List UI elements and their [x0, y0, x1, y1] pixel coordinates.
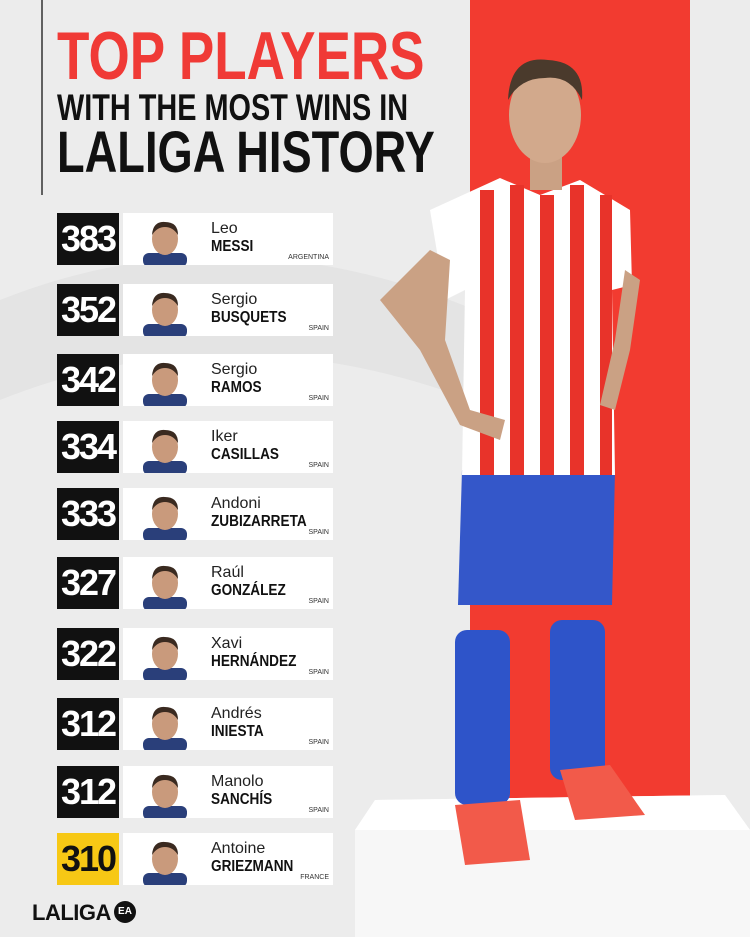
- country: SPAIN: [308, 395, 330, 402]
- country: ARGENTINA: [288, 254, 329, 261]
- first-name: Sergio: [211, 291, 258, 308]
- last-name: MESSI: [211, 238, 254, 255]
- first-name: Iker: [211, 428, 238, 445]
- first-name: Andrés: [211, 705, 262, 722]
- title-line: LALIGA HISTORY: [57, 124, 541, 182]
- first-name: Andoni: [211, 495, 261, 512]
- country: SPAIN: [308, 598, 330, 605]
- title-line: TOP PLAYERS: [57, 22, 528, 90]
- wins: 322: [57, 628, 119, 680]
- player-photo: [137, 288, 193, 336]
- player-photo: [137, 217, 193, 265]
- country: SPAIN: [308, 739, 330, 746]
- player-card: SPAIN: [123, 557, 333, 609]
- country: SPAIN: [308, 669, 330, 676]
- wins: 352: [57, 284, 119, 336]
- player-card: SPAIN: [123, 698, 333, 750]
- country: SPAIN: [308, 807, 330, 814]
- last-name: ZUBIZARRETA: [211, 513, 307, 530]
- last-name: HERNÁNDEZ: [211, 653, 297, 670]
- first-name: Leo: [211, 220, 238, 237]
- last-name: GONZÁLEZ: [211, 582, 286, 599]
- player-card: SPAIN: [123, 284, 333, 336]
- player-card: ARGENTINA: [123, 213, 333, 265]
- first-name: Xavi: [211, 635, 243, 652]
- footer-badge: EA: [114, 901, 136, 923]
- wins: 333: [57, 488, 119, 540]
- wins: 310: [57, 833, 119, 885]
- country: SPAIN: [308, 462, 330, 469]
- title-line: WITH THE MOST WINS IN: [57, 88, 507, 128]
- first-name: Manolo: [211, 773, 264, 790]
- wins: 383: [57, 213, 119, 265]
- last-name: RAMOS: [211, 379, 262, 396]
- player-row: 342 SPAIN Sergio RAMOS: [57, 354, 337, 406]
- country: SPAIN: [308, 529, 330, 536]
- player-figure: [380, 59, 645, 865]
- player-row: 312 SPAIN Manolo SANCHÍS: [57, 766, 337, 818]
- player-row: 383 ARGENTINA Leo MESSI: [57, 213, 337, 265]
- player-card: SPAIN: [123, 421, 333, 473]
- title-text: LALIGA HISTORY: [57, 120, 435, 185]
- country: SPAIN: [308, 325, 330, 332]
- wins: 327: [57, 557, 119, 609]
- player-row: 327 SPAIN Raúl GONZÁLEZ: [57, 557, 337, 609]
- player-card: FRANCE: [123, 833, 333, 885]
- player-row: 333 SPAIN Andoni ZUBIZARRETA: [57, 488, 337, 540]
- footer-logo: LALIGA: [32, 900, 111, 925]
- player-photo: [137, 561, 193, 609]
- player-photo: [137, 492, 193, 540]
- player-card: SPAIN: [123, 488, 333, 540]
- player-row: 322 SPAIN Xavi HERNÁNDEZ: [57, 628, 337, 680]
- last-name: INIESTA: [211, 723, 264, 740]
- country: FRANCE: [300, 874, 329, 881]
- player-row: 334 SPAIN Iker CASILLAS: [57, 421, 337, 473]
- last-name: SANCHÍS: [211, 791, 273, 808]
- wins: 334: [57, 421, 119, 473]
- player-card: SPAIN: [123, 354, 333, 406]
- first-name: Sergio: [211, 361, 258, 378]
- player-photo: [137, 770, 193, 818]
- last-name: BUSQUETS: [211, 309, 287, 326]
- player-photo: [137, 837, 193, 885]
- first-name: Antoine: [211, 840, 266, 857]
- title-text: TOP PLAYERS: [57, 18, 425, 94]
- last-name: GRIEZMANN: [211, 858, 294, 875]
- wins: 342: [57, 354, 119, 406]
- player-row: 352 SPAIN Sergio BUSQUETS: [57, 284, 337, 336]
- player-photo: [137, 358, 193, 406]
- player-photo: [137, 702, 193, 750]
- wins: 312: [57, 698, 119, 750]
- player-row: 310 FRANCE Antoine GRIEZMANN: [57, 833, 337, 885]
- title-text: WITH THE MOST WINS IN: [57, 87, 409, 128]
- last-name: CASILLAS: [211, 446, 279, 463]
- player-card: SPAIN: [123, 628, 333, 680]
- player-photo: [137, 425, 193, 473]
- player-card: SPAIN: [123, 766, 333, 818]
- player-photo: [137, 632, 193, 680]
- player-row: 312 SPAIN Andrés INIESTA: [57, 698, 337, 750]
- wins: 312: [57, 766, 119, 818]
- first-name: Raúl: [211, 564, 244, 581]
